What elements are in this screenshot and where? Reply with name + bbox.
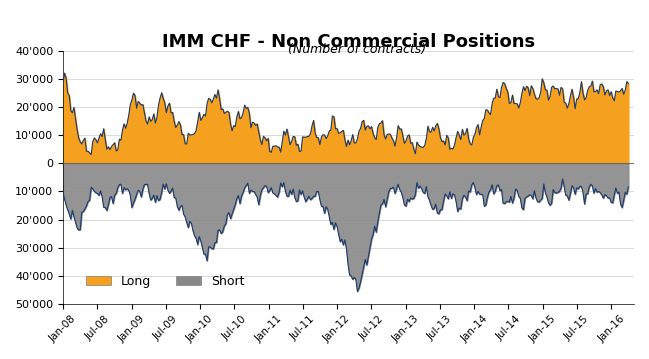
Legend: Long, Short: Long, Short: [80, 270, 249, 293]
Title: IMM CHF - Non Commercial Positions: IMM CHF - Non Commercial Positions: [162, 33, 535, 51]
Text: (Number of contracts): (Number of contracts): [288, 43, 426, 56]
